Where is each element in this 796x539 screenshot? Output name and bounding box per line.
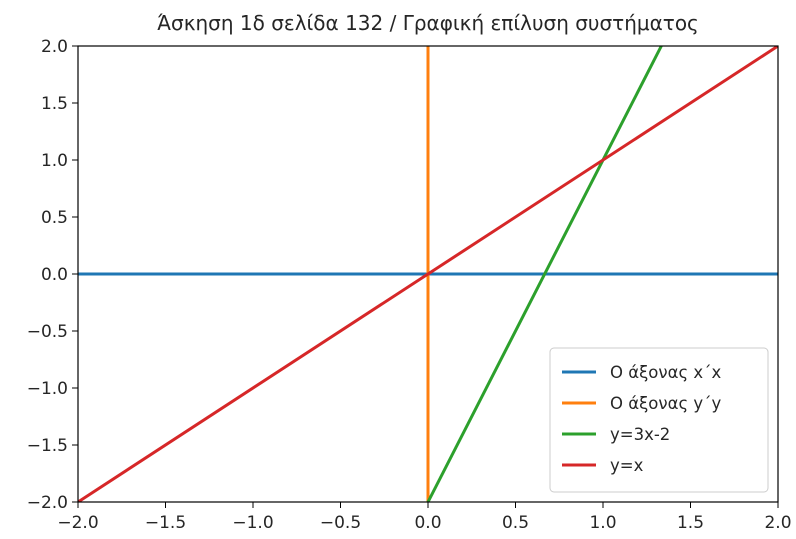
y-tick-label: 0.5 [41, 208, 68, 228]
y-tick-label: −0.5 [27, 322, 68, 342]
series-line-3 [426, 46, 663, 502]
legend-label: Ο άξονας x΄x [610, 363, 721, 382]
series-line-4 [78, 46, 778, 502]
y-tick-label: 2.0 [41, 37, 68, 57]
y-tick-label: 1.0 [41, 151, 68, 171]
x-tick-label: −2.0 [57, 513, 98, 533]
x-tick-label: −1.5 [145, 513, 186, 533]
legend: Ο άξονας x΄x Ο άξονας y΄y y=3x-2 y=x [549, 347, 769, 493]
y-tick-label: 1.5 [41, 94, 68, 114]
y-tick-label: −1.0 [27, 379, 68, 399]
legend-box [549, 347, 769, 493]
legend-label: y=3x-2 [610, 425, 670, 444]
x-tick-label: −1.0 [232, 513, 273, 533]
x-tick-label: 1.5 [677, 513, 704, 533]
chart-title: Άσκηση 1δ σελίδα 132 / Γραφική επίλυση σ… [157, 11, 699, 35]
x-tick-label: −0.5 [320, 513, 361, 533]
x-tick-label: 0.5 [502, 513, 529, 533]
x-tick-label: 2.0 [764, 513, 791, 533]
y-tick-label: −2.0 [27, 493, 68, 513]
axes: −2.0 −1.5 −1.0 −0.5 0.0 0.5 1.0 1.5 2.0 2.0 1.5 1.0… [27, 37, 792, 533]
legend-label: Ο άξονας y΄y [610, 394, 721, 413]
legend-label: y=x [610, 456, 644, 475]
x-tick-label: 1.0 [589, 513, 616, 533]
x-tick-label: 0.0 [414, 513, 441, 533]
y-tick-label: −1.5 [27, 436, 68, 456]
plot-area [78, 46, 778, 502]
y-tick-label: 0.0 [41, 265, 68, 285]
